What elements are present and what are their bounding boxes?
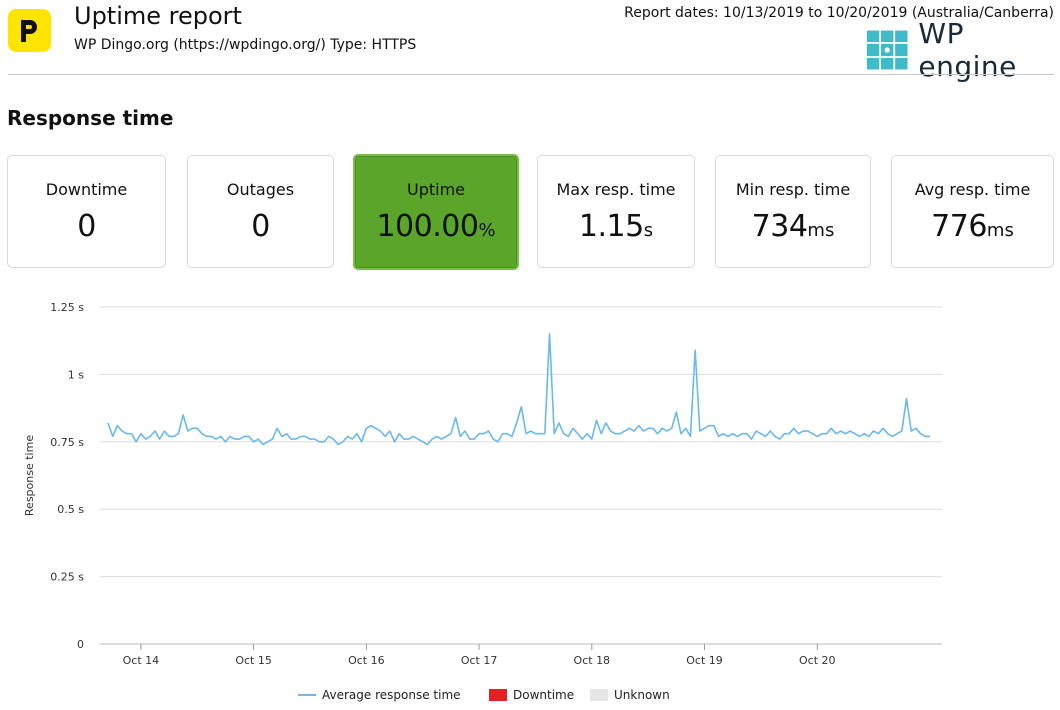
max-resp-card: Max resp. time 1.15s: [537, 155, 695, 268]
section-title: Response time: [7, 106, 174, 130]
legend-downtime-swatch: [489, 689, 507, 701]
y-tick-label: 1.25 s: [50, 301, 84, 314]
legend-average[interactable]: Average response time: [298, 688, 461, 702]
x-tick-label: Oct 19: [686, 654, 723, 667]
legend-unknown-swatch: [590, 689, 608, 701]
legend-line-swatch: [298, 694, 316, 696]
downtime-card: Downtime 0: [7, 155, 166, 268]
max-resp-label: Max resp. time: [556, 180, 676, 199]
x-tick-label: Oct 18: [574, 654, 611, 667]
uptime-value: 100.00%: [376, 209, 496, 244]
x-tick-label: Oct 14: [123, 654, 160, 667]
y-tick-label: 0.5 s: [57, 503, 84, 516]
y-tick-label: 0.25 s: [50, 571, 84, 584]
legend-average-label: Average response time: [322, 688, 461, 702]
outages-value: 0: [251, 209, 270, 244]
max-resp-value: 1.15s: [578, 209, 654, 244]
response-time-chart-svg: 0 0.25 s 0.5 s 0.75 s 1 s 1.25 s Oct 14 Oct 15 O…: [23, 301, 942, 667]
y-tick-label: 0: [77, 638, 84, 651]
uptime-label: Uptime: [406, 180, 465, 199]
wpengine-grid-icon: [866, 30, 908, 70]
report-subtitle: WP Dingo.org (https://wpdingo.org/) Type…: [74, 37, 417, 53]
avg-resp-value: 776ms: [931, 209, 1014, 244]
legend-unknown[interactable]: Unknown: [590, 688, 670, 702]
downtime-label: Downtime: [45, 180, 128, 199]
downtime-value: 0: [77, 209, 96, 244]
wpengine-logo: WP engine: [866, 17, 1054, 83]
x-tick-label: Oct 15: [235, 654, 272, 667]
outages-label: Outages: [226, 180, 295, 199]
report-dates: Report dates: 10/13/2019 to 10/20/2019 (…: [624, 5, 1054, 21]
min-resp-card: Min resp. time 734ms: [715, 155, 871, 268]
y-tick-label: 1 s: [68, 368, 84, 381]
chart-legend: Average response time Downtime Unknown: [0, 688, 1060, 704]
report-title: Uptime report: [74, 2, 242, 30]
legend-unknown-label: Unknown: [614, 688, 670, 702]
x-tick-label: Oct 17: [461, 654, 498, 667]
pingdom-p-icon: [20, 19, 37, 42]
min-resp-value: 734ms: [751, 209, 835, 244]
avg-resp-card: Avg resp. time 776ms: [891, 155, 1054, 268]
outages-card: Outages 0: [187, 155, 334, 268]
pingdom-logo: [8, 9, 51, 52]
x-tick-label: Oct 16: [348, 654, 385, 667]
series-line-average-response-time: [107, 333, 930, 446]
header-divider: [8, 74, 1054, 75]
response-time-chart: 0 0.25 s 0.5 s 0.75 s 1 s 1.25 s Oct 14 Oct 15 O…: [0, 290, 1060, 710]
y-tick-label: 0.75 s: [50, 436, 84, 449]
avg-resp-label: Avg resp. time: [914, 180, 1031, 199]
min-resp-label: Min resp. time: [735, 180, 851, 199]
y-axis-label: Response time: [23, 435, 36, 516]
wpengine-wordmark: WP engine: [918, 17, 1017, 83]
legend-downtime-label: Downtime: [513, 688, 575, 702]
uptime-card: Uptime 100.00%: [353, 154, 519, 270]
legend-downtime[interactable]: Downtime: [489, 688, 574, 702]
x-tick-label: Oct 20: [799, 654, 836, 667]
